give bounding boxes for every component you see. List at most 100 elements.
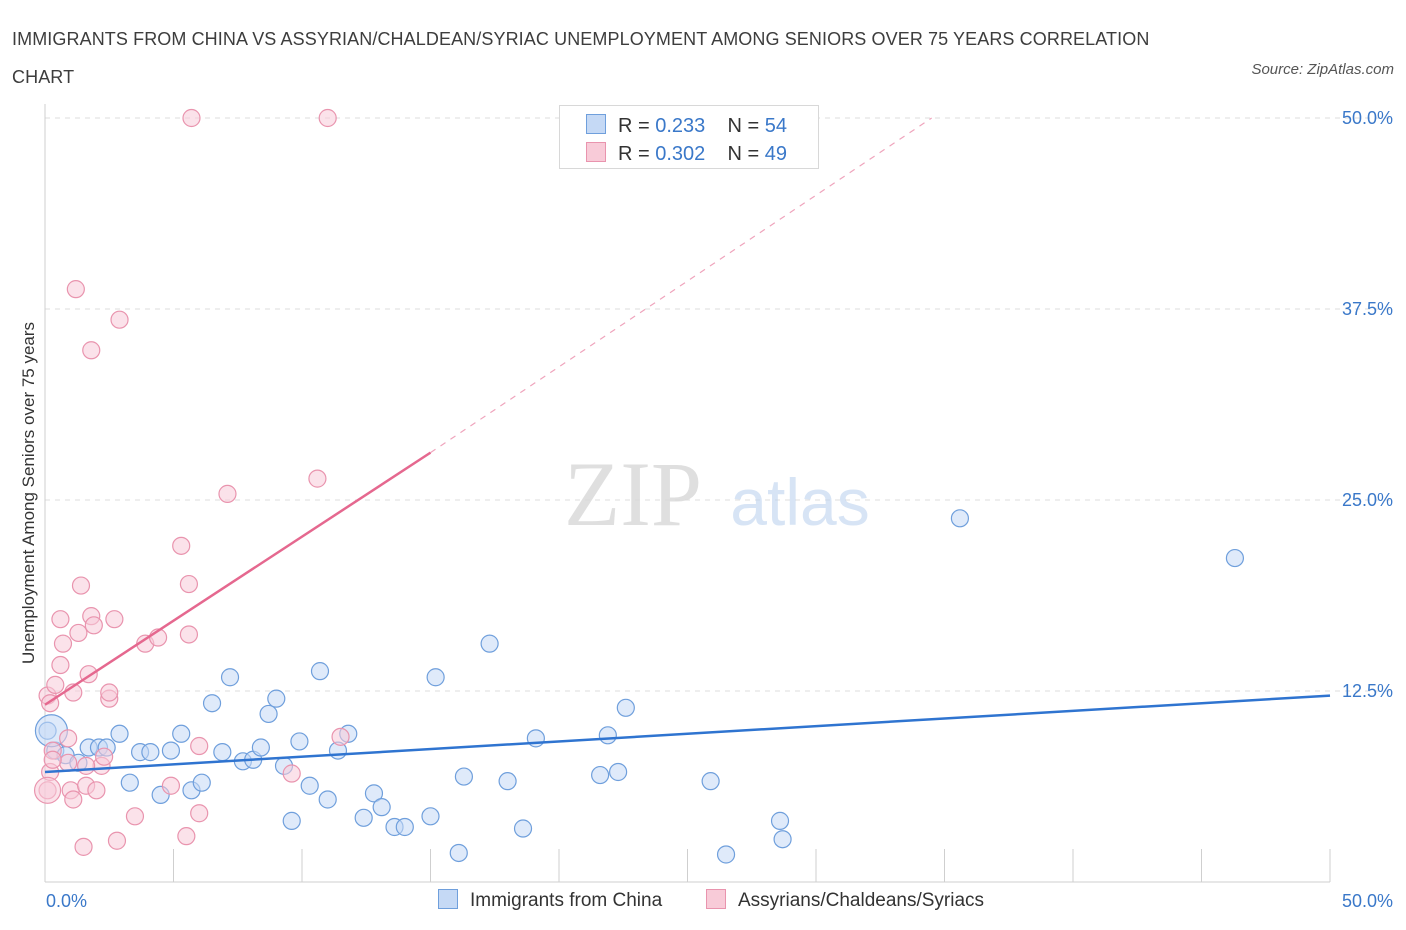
china-point-33 (364, 784, 384, 803)
china-point-28 (310, 662, 330, 681)
n-label: N = (727, 143, 760, 165)
watermark: ZIP atlas (564, 443, 870, 545)
assyrian-point-15 (69, 623, 88, 643)
n-label: N = (727, 115, 760, 137)
china-point-49 (701, 772, 720, 791)
china-point-21 (251, 738, 270, 757)
china-point-54 (1225, 548, 1245, 568)
r-label: R = (618, 115, 650, 137)
x-tick-label-1: 50.0% (1342, 891, 1393, 911)
legend-swatch-china (438, 889, 458, 909)
china-point-38 (426, 668, 445, 687)
series-assyrian-points (33, 108, 350, 856)
assyrian-point-41 (218, 484, 237, 503)
assyrian-point-36 (179, 625, 199, 644)
y-tick-label-0: 12.5% (1342, 681, 1393, 701)
assyrian-point-26 (100, 683, 119, 702)
n-value-china: 54 (764, 115, 788, 137)
assyrian-point-35 (177, 827, 196, 846)
china-point-34 (372, 798, 391, 817)
china-point-16 (202, 694, 222, 713)
china-point-46 (598, 726, 617, 745)
china-point-36 (395, 817, 414, 837)
legend-series: Immigrants from China Assyrians/Chaldean… (0, 889, 1406, 917)
assyrian-point-7 (51, 655, 70, 675)
china-point-48 (616, 698, 635, 717)
china-point-50 (716, 845, 736, 864)
assyrian-point-33 (161, 776, 181, 795)
legend-item-china[interactable]: Immigrants from China (438, 889, 662, 912)
assyrian-trend-extension (430, 117, 932, 454)
china-point-37 (421, 807, 440, 826)
china-point-22 (259, 704, 278, 724)
gridlines (45, 117, 1390, 692)
china-point-42 (498, 772, 517, 791)
legend-row-china: R = 0.233 N = 54 (586, 114, 787, 140)
china-trend-line (44, 694, 1331, 774)
china-point-8 (120, 773, 139, 792)
assyrian-point-38 (190, 736, 209, 756)
assyrian-point-27 (105, 610, 124, 629)
legend-stats: R = 0.233 N = 54 R = 0.302 N = 49 (559, 105, 819, 169)
assyrian-point-6 (51, 610, 70, 629)
assyrian-point-20 (82, 341, 101, 360)
china-point-18 (220, 668, 240, 687)
y-axis-label: Unemployment Among Seniors over 75 years (19, 322, 38, 664)
china-point-7 (110, 724, 129, 743)
assyrian-point-42 (282, 764, 301, 783)
assyrian-point-39 (190, 804, 209, 823)
assyrian-point-46 (43, 750, 62, 769)
china-point-12 (161, 741, 181, 760)
n-value-assyrian: 49 (764, 143, 788, 165)
china-point-39 (449, 843, 468, 863)
assyrian-cluster-marker (33, 776, 62, 804)
china-point-32 (354, 808, 373, 827)
legend-swatch-china (586, 114, 606, 134)
assyrian-point-9 (59, 729, 78, 748)
china-point-26 (290, 732, 309, 751)
legend-label-assyrian: Assyrians/Chaldeans/Syriacs (738, 890, 985, 911)
china-point-29 (318, 790, 337, 809)
assyrian-point-37 (179, 574, 199, 594)
china-point-23 (267, 689, 286, 708)
china-point-13 (172, 724, 191, 743)
china-point-52 (773, 830, 792, 849)
china-point-45 (591, 765, 610, 785)
china-point-10 (141, 743, 160, 762)
assyrian-point-14 (66, 280, 85, 299)
assyrian-point-44 (318, 108, 337, 128)
assyrian-point-28 (107, 831, 127, 850)
assyrian-point-29 (110, 310, 129, 329)
r-value-assyrian: 0.302 (655, 143, 706, 165)
assyrian-point-48 (95, 747, 114, 766)
assyrian-point-40 (182, 108, 201, 128)
assyrian-point-45 (331, 727, 350, 746)
assyrian-point-16 (71, 576, 91, 595)
china-point-27 (300, 776, 319, 795)
trend-lines (44, 117, 1331, 774)
assyrian-point-47 (77, 756, 96, 775)
watermark-zip: ZIP (564, 443, 702, 545)
y-tick-label-2: 37.5% (1342, 299, 1393, 319)
r-label: R = (618, 143, 650, 165)
assyrian-point-5 (46, 675, 65, 694)
source-label: Source: ZipAtlas.com (1251, 61, 1394, 78)
assyrian-point-8 (53, 634, 73, 653)
legend-item-assyrian[interactable]: Assyrians/Chaldeans/Syriacs (706, 889, 984, 912)
china-point-17 (213, 743, 232, 762)
china-point-51 (770, 811, 790, 830)
china-point-15 (192, 773, 211, 792)
series-china-points (34, 509, 1245, 864)
tick-labels: 12.5% 25.0% 37.5% 50.0% 0.0% 50.0% (46, 108, 1393, 911)
x-tick-label-0: 0.0% (46, 891, 87, 911)
legend-row-assyrian: R = 0.302 N = 49 (586, 142, 787, 168)
assyrian-point-34 (172, 536, 191, 555)
china-point-25 (282, 811, 301, 830)
china-point-40 (454, 767, 474, 786)
legend-swatch-assyrian (706, 889, 726, 909)
assyrian-point-43 (308, 469, 327, 488)
legend-swatch-assyrian (586, 142, 606, 162)
china-point-47 (609, 762, 628, 782)
y-tick-label-1: 25.0% (1342, 490, 1393, 510)
